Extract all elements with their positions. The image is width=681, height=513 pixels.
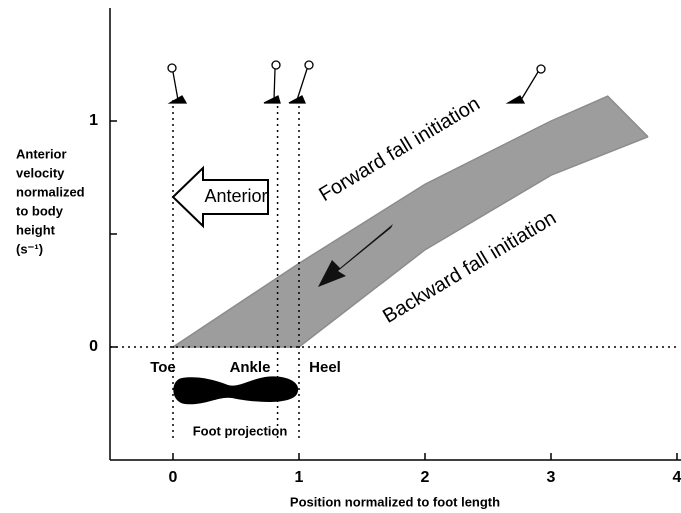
y-axis-label: Anterior xyxy=(16,146,67,161)
y-axis-label: height xyxy=(16,222,56,237)
direction-arrow xyxy=(318,224,393,287)
x-tick-label: 3 xyxy=(547,469,556,486)
foot-shape xyxy=(173,376,299,405)
y-tick-label: 1 xyxy=(89,112,98,129)
x-tick-label: 2 xyxy=(421,469,430,486)
arrow-label: Anterior xyxy=(204,186,267,206)
figures xyxy=(167,60,546,104)
ankle-label: Ankle xyxy=(230,359,271,376)
y-axis-label: (s⁻¹) xyxy=(16,241,43,256)
heel-label: Heel xyxy=(309,359,341,376)
toe-label: Toe xyxy=(150,359,176,376)
x-axis-label: Position normalized to foot length xyxy=(290,494,500,509)
band-edge xyxy=(173,136,649,348)
band-fill xyxy=(173,96,649,347)
y-axis-label: normalized xyxy=(16,184,85,199)
y-axis-label: velocity xyxy=(16,165,65,180)
foot-label: Foot projection xyxy=(193,423,288,438)
x-tick-label: 4 xyxy=(673,469,681,486)
y-axis-label: to body xyxy=(16,203,64,218)
x-tick-label: 0 xyxy=(169,469,178,486)
y-tick-label: 0 xyxy=(89,338,98,355)
band-edge xyxy=(172,95,649,348)
anterior-arrow xyxy=(171,165,269,229)
x-tick-label: 1 xyxy=(295,469,304,486)
